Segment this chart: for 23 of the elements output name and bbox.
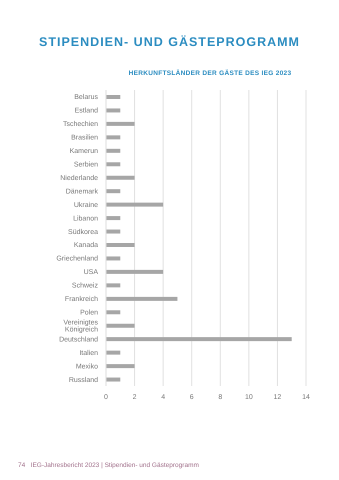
- bar: [106, 162, 120, 166]
- bar: [106, 122, 135, 126]
- bar: [106, 350, 120, 355]
- bar: [106, 256, 120, 260]
- bar: [106, 364, 135, 368]
- bar: [106, 243, 135, 247]
- bar: [106, 230, 120, 234]
- bar: [106, 270, 164, 274]
- bar: [106, 296, 178, 301]
- bar: [106, 324, 135, 328]
- bar: [106, 337, 292, 342]
- bar: [106, 202, 164, 207]
- bar: [106, 216, 120, 220]
- bar: [106, 148, 120, 153]
- bar: [106, 310, 120, 314]
- bar: [106, 189, 120, 194]
- bar: [106, 283, 120, 288]
- bar: [106, 176, 135, 180]
- bar: [106, 95, 120, 99]
- bar: [106, 135, 120, 140]
- bar: [106, 108, 120, 112]
- chart-title: STIPENDIEN- UND GÄSTEPROGRAMM: [38, 35, 301, 49]
- bar: [106, 378, 120, 382]
